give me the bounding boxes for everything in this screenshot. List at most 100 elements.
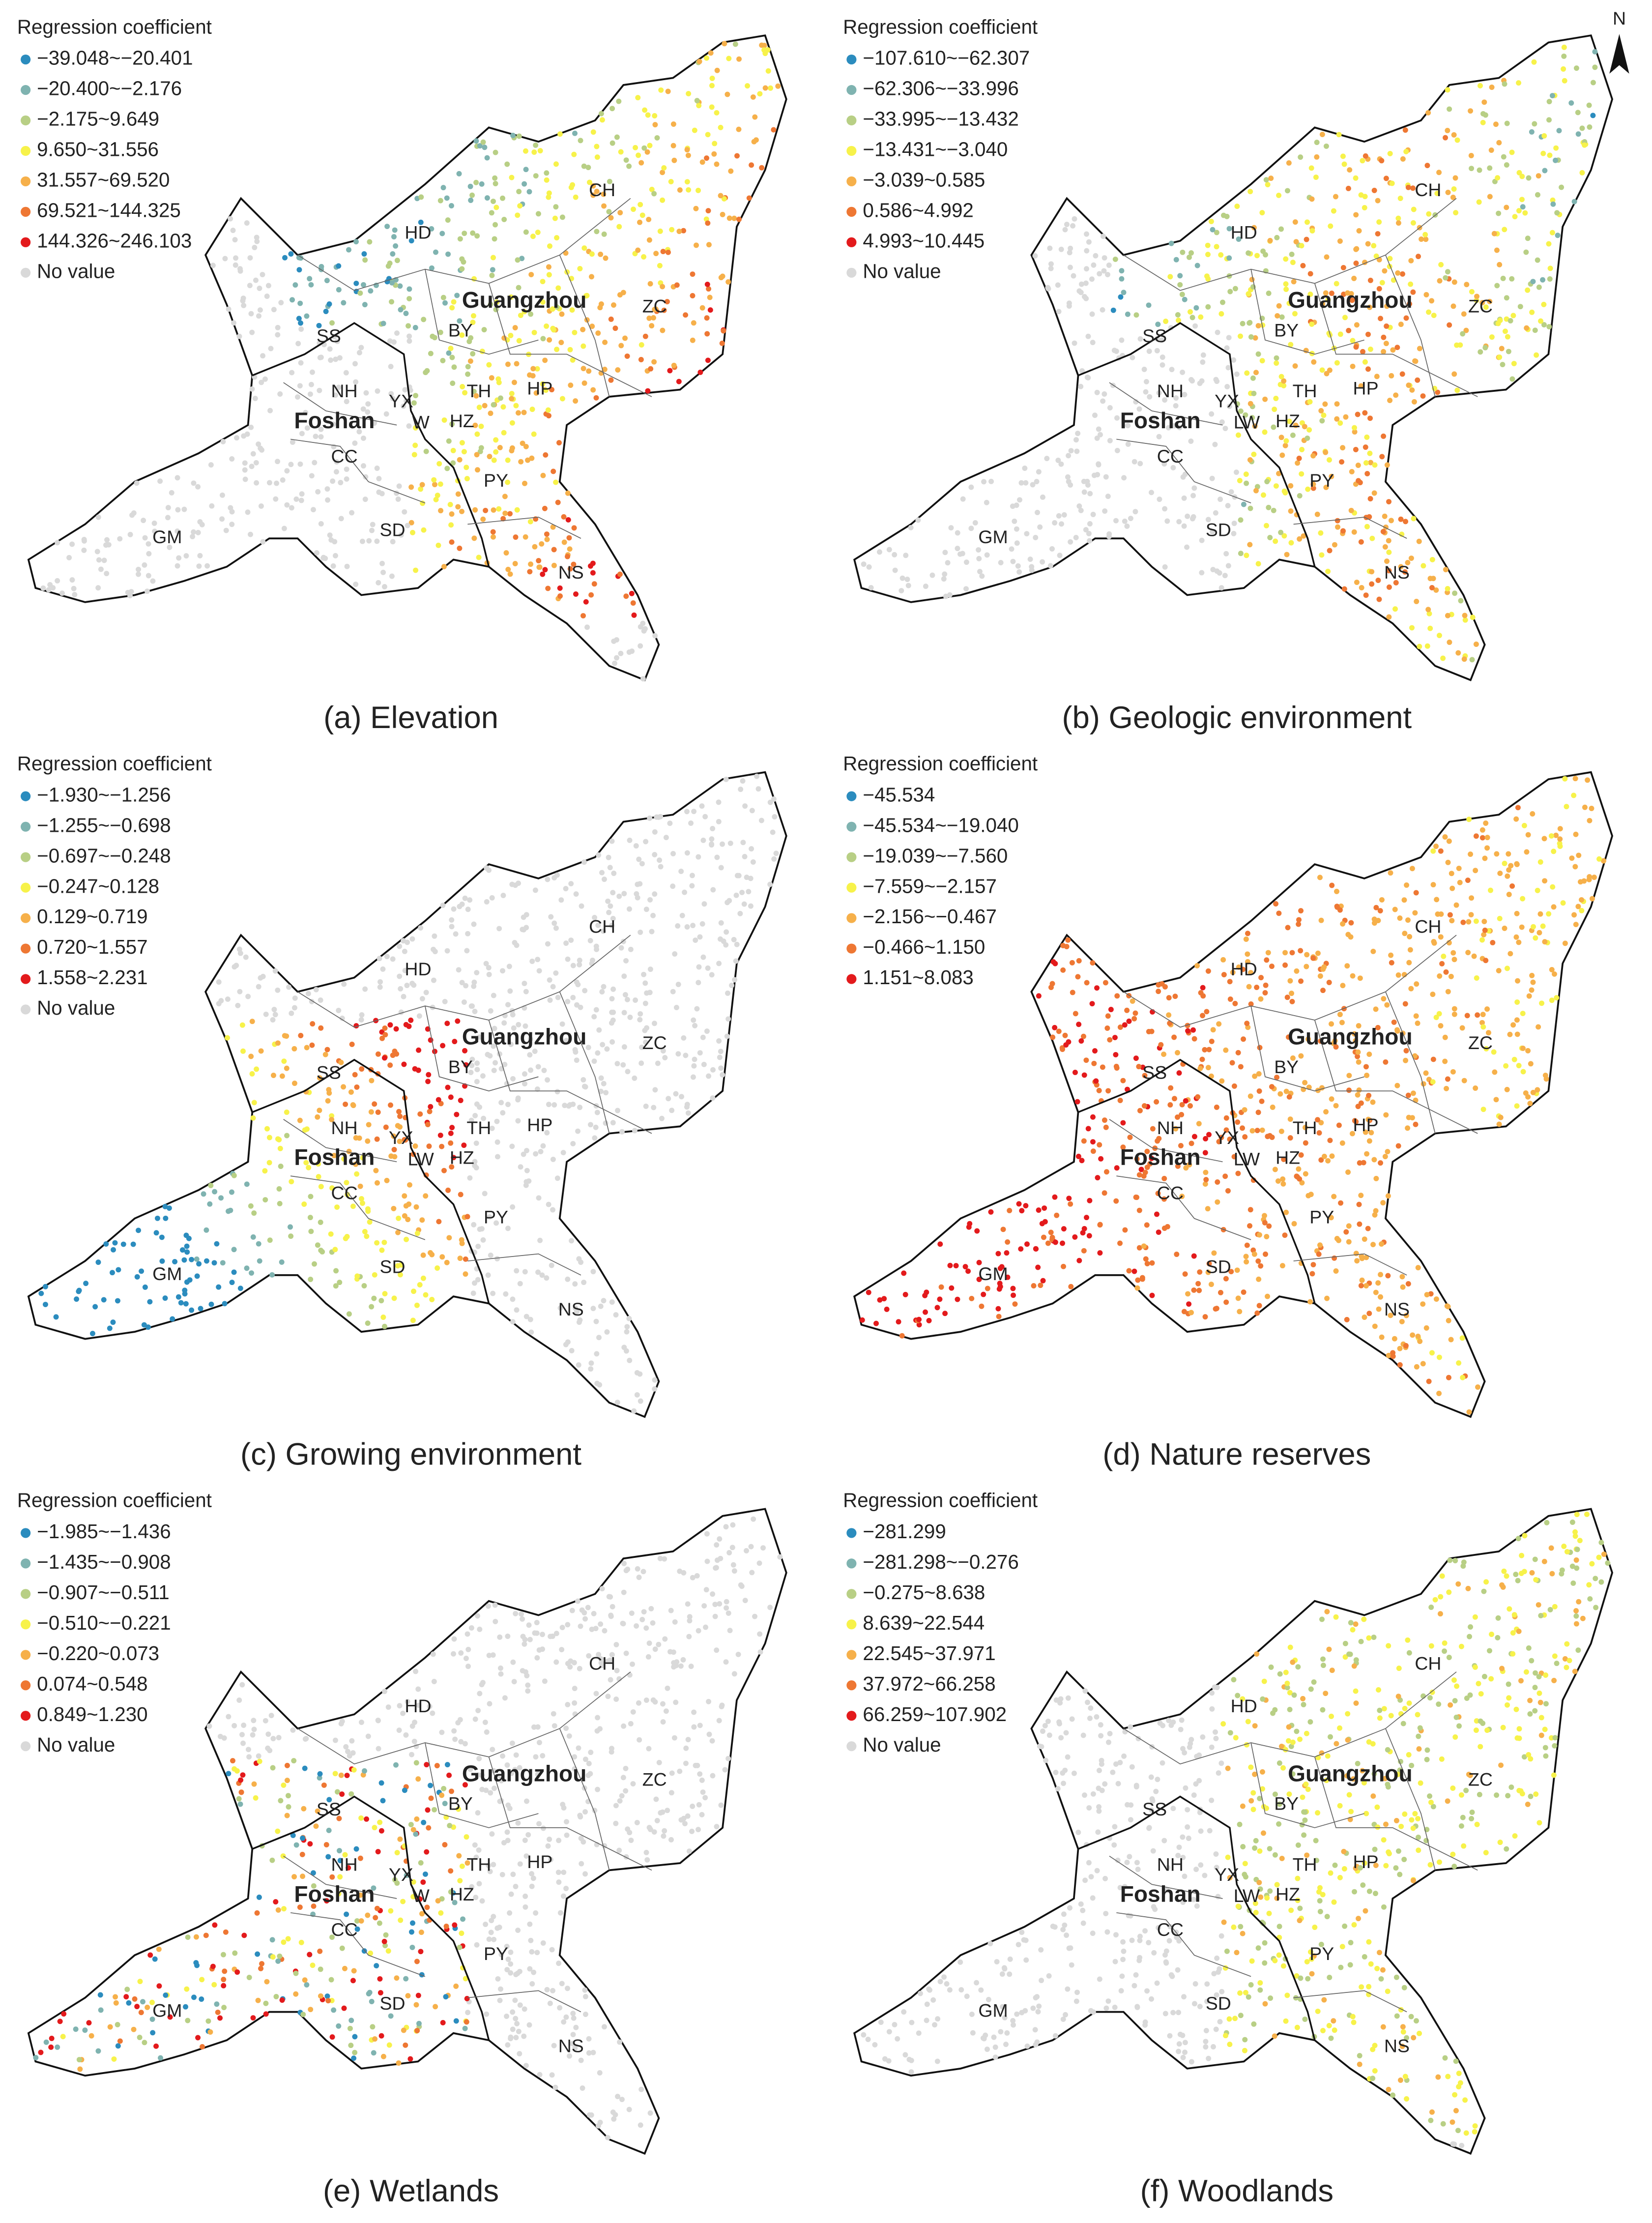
legend-swatch	[21, 852, 31, 862]
sample-point	[1304, 435, 1310, 441]
sample-point	[1386, 499, 1392, 505]
sample-point	[1382, 268, 1388, 274]
sample-point	[1278, 435, 1284, 440]
sample-point	[1121, 290, 1127, 295]
sample-point	[453, 2018, 459, 2024]
sample-point	[1500, 275, 1506, 281]
sample-point	[1113, 348, 1119, 354]
sample-point	[1445, 859, 1451, 865]
sample-point	[333, 1268, 339, 1274]
sample-point	[507, 988, 513, 994]
sample-point	[263, 2000, 269, 2006]
sample-point	[432, 933, 437, 939]
region-outline	[27, 771, 787, 1418]
sample-point	[1287, 1116, 1293, 1122]
sample-point	[559, 396, 565, 402]
sample-point	[1451, 957, 1457, 963]
sample-point	[1414, 598, 1420, 604]
sample-point	[368, 1109, 374, 1115]
sample-point	[1188, 1103, 1193, 1109]
sample-point	[1283, 438, 1289, 444]
sample-point	[451, 1728, 457, 1734]
sample-point	[1290, 432, 1296, 438]
sample-point	[159, 1258, 165, 1264]
sample-point	[694, 1573, 700, 1579]
district-border	[425, 1006, 539, 1092]
sample-point	[1464, 1013, 1470, 1019]
district-label: HD	[1231, 959, 1257, 979]
sample-point	[462, 895, 468, 901]
sample-point	[1272, 407, 1277, 412]
sample-point	[752, 1613, 758, 1619]
sample-point	[740, 778, 746, 784]
sample-point	[1458, 1643, 1464, 1649]
sample-point	[1091, 1060, 1097, 1066]
sample-point	[1363, 460, 1369, 466]
sample-point	[459, 1863, 465, 1869]
sample-point	[1443, 567, 1449, 573]
sample-point	[1199, 537, 1205, 543]
sample-point	[275, 1958, 281, 1964]
sample-point	[345, 1749, 350, 1755]
sample-point	[1318, 1120, 1324, 1126]
sample-point	[1388, 1313, 1393, 1318]
sample-point	[1117, 1024, 1123, 1030]
sample-point	[627, 837, 633, 843]
sample-point	[441, 564, 447, 570]
sample-point	[349, 510, 355, 516]
sample-point	[1248, 1001, 1254, 1007]
sample-point	[704, 281, 710, 287]
sample-point	[1278, 226, 1284, 232]
sample-point	[621, 1723, 627, 1729]
sample-point	[277, 1200, 283, 1206]
sample-point	[410, 529, 415, 535]
sample-point	[1199, 1056, 1205, 1062]
sample-point	[1047, 563, 1053, 569]
sample-point	[637, 219, 642, 225]
sample-point	[1150, 415, 1156, 421]
sample-point	[563, 1726, 569, 1731]
sample-point	[392, 1049, 398, 1054]
sample-point	[322, 556, 328, 561]
sample-point	[1331, 1194, 1337, 1199]
sample-point	[540, 1632, 545, 1638]
sample-point	[1119, 276, 1125, 282]
sample-point	[94, 549, 100, 555]
sample-point	[375, 1849, 381, 1855]
sample-point	[521, 1151, 526, 1157]
sample-point	[1209, 411, 1215, 417]
sample-point	[1536, 1690, 1542, 1696]
sample-point	[516, 285, 522, 291]
district-label: TH	[1293, 380, 1317, 401]
sample-point	[1244, 370, 1250, 376]
sample-point	[1217, 497, 1223, 502]
sample-point	[210, 1963, 216, 1969]
sample-point	[718, 1802, 724, 1808]
region-outline	[853, 771, 1614, 1418]
sample-point	[397, 1836, 403, 1842]
sample-point	[528, 1937, 534, 1943]
legend-title: Regression coefficient	[17, 15, 212, 38]
sample-point	[421, 317, 427, 322]
sample-point	[623, 593, 629, 599]
sample-point	[543, 452, 549, 458]
sample-point	[189, 1257, 195, 1262]
sample-point	[1474, 293, 1480, 299]
sample-point	[432, 1807, 437, 1813]
sample-point	[593, 1626, 599, 1632]
sample-point	[996, 1286, 1002, 1292]
sample-point	[258, 1048, 264, 1054]
sample-point	[181, 1257, 187, 1263]
legend-label: −1.255~−0.698	[37, 814, 171, 836]
sample-point	[641, 1609, 647, 1615]
sample-point	[662, 1556, 667, 1562]
sample-point	[620, 1775, 626, 1781]
sample-point	[868, 585, 874, 590]
sample-point	[1094, 435, 1100, 441]
sample-point	[1546, 324, 1552, 330]
sample-point	[491, 1936, 497, 1942]
sample-point	[535, 211, 541, 217]
sample-point	[183, 2004, 188, 2010]
sample-point	[1300, 263, 1306, 268]
sample-point	[725, 1016, 731, 1022]
